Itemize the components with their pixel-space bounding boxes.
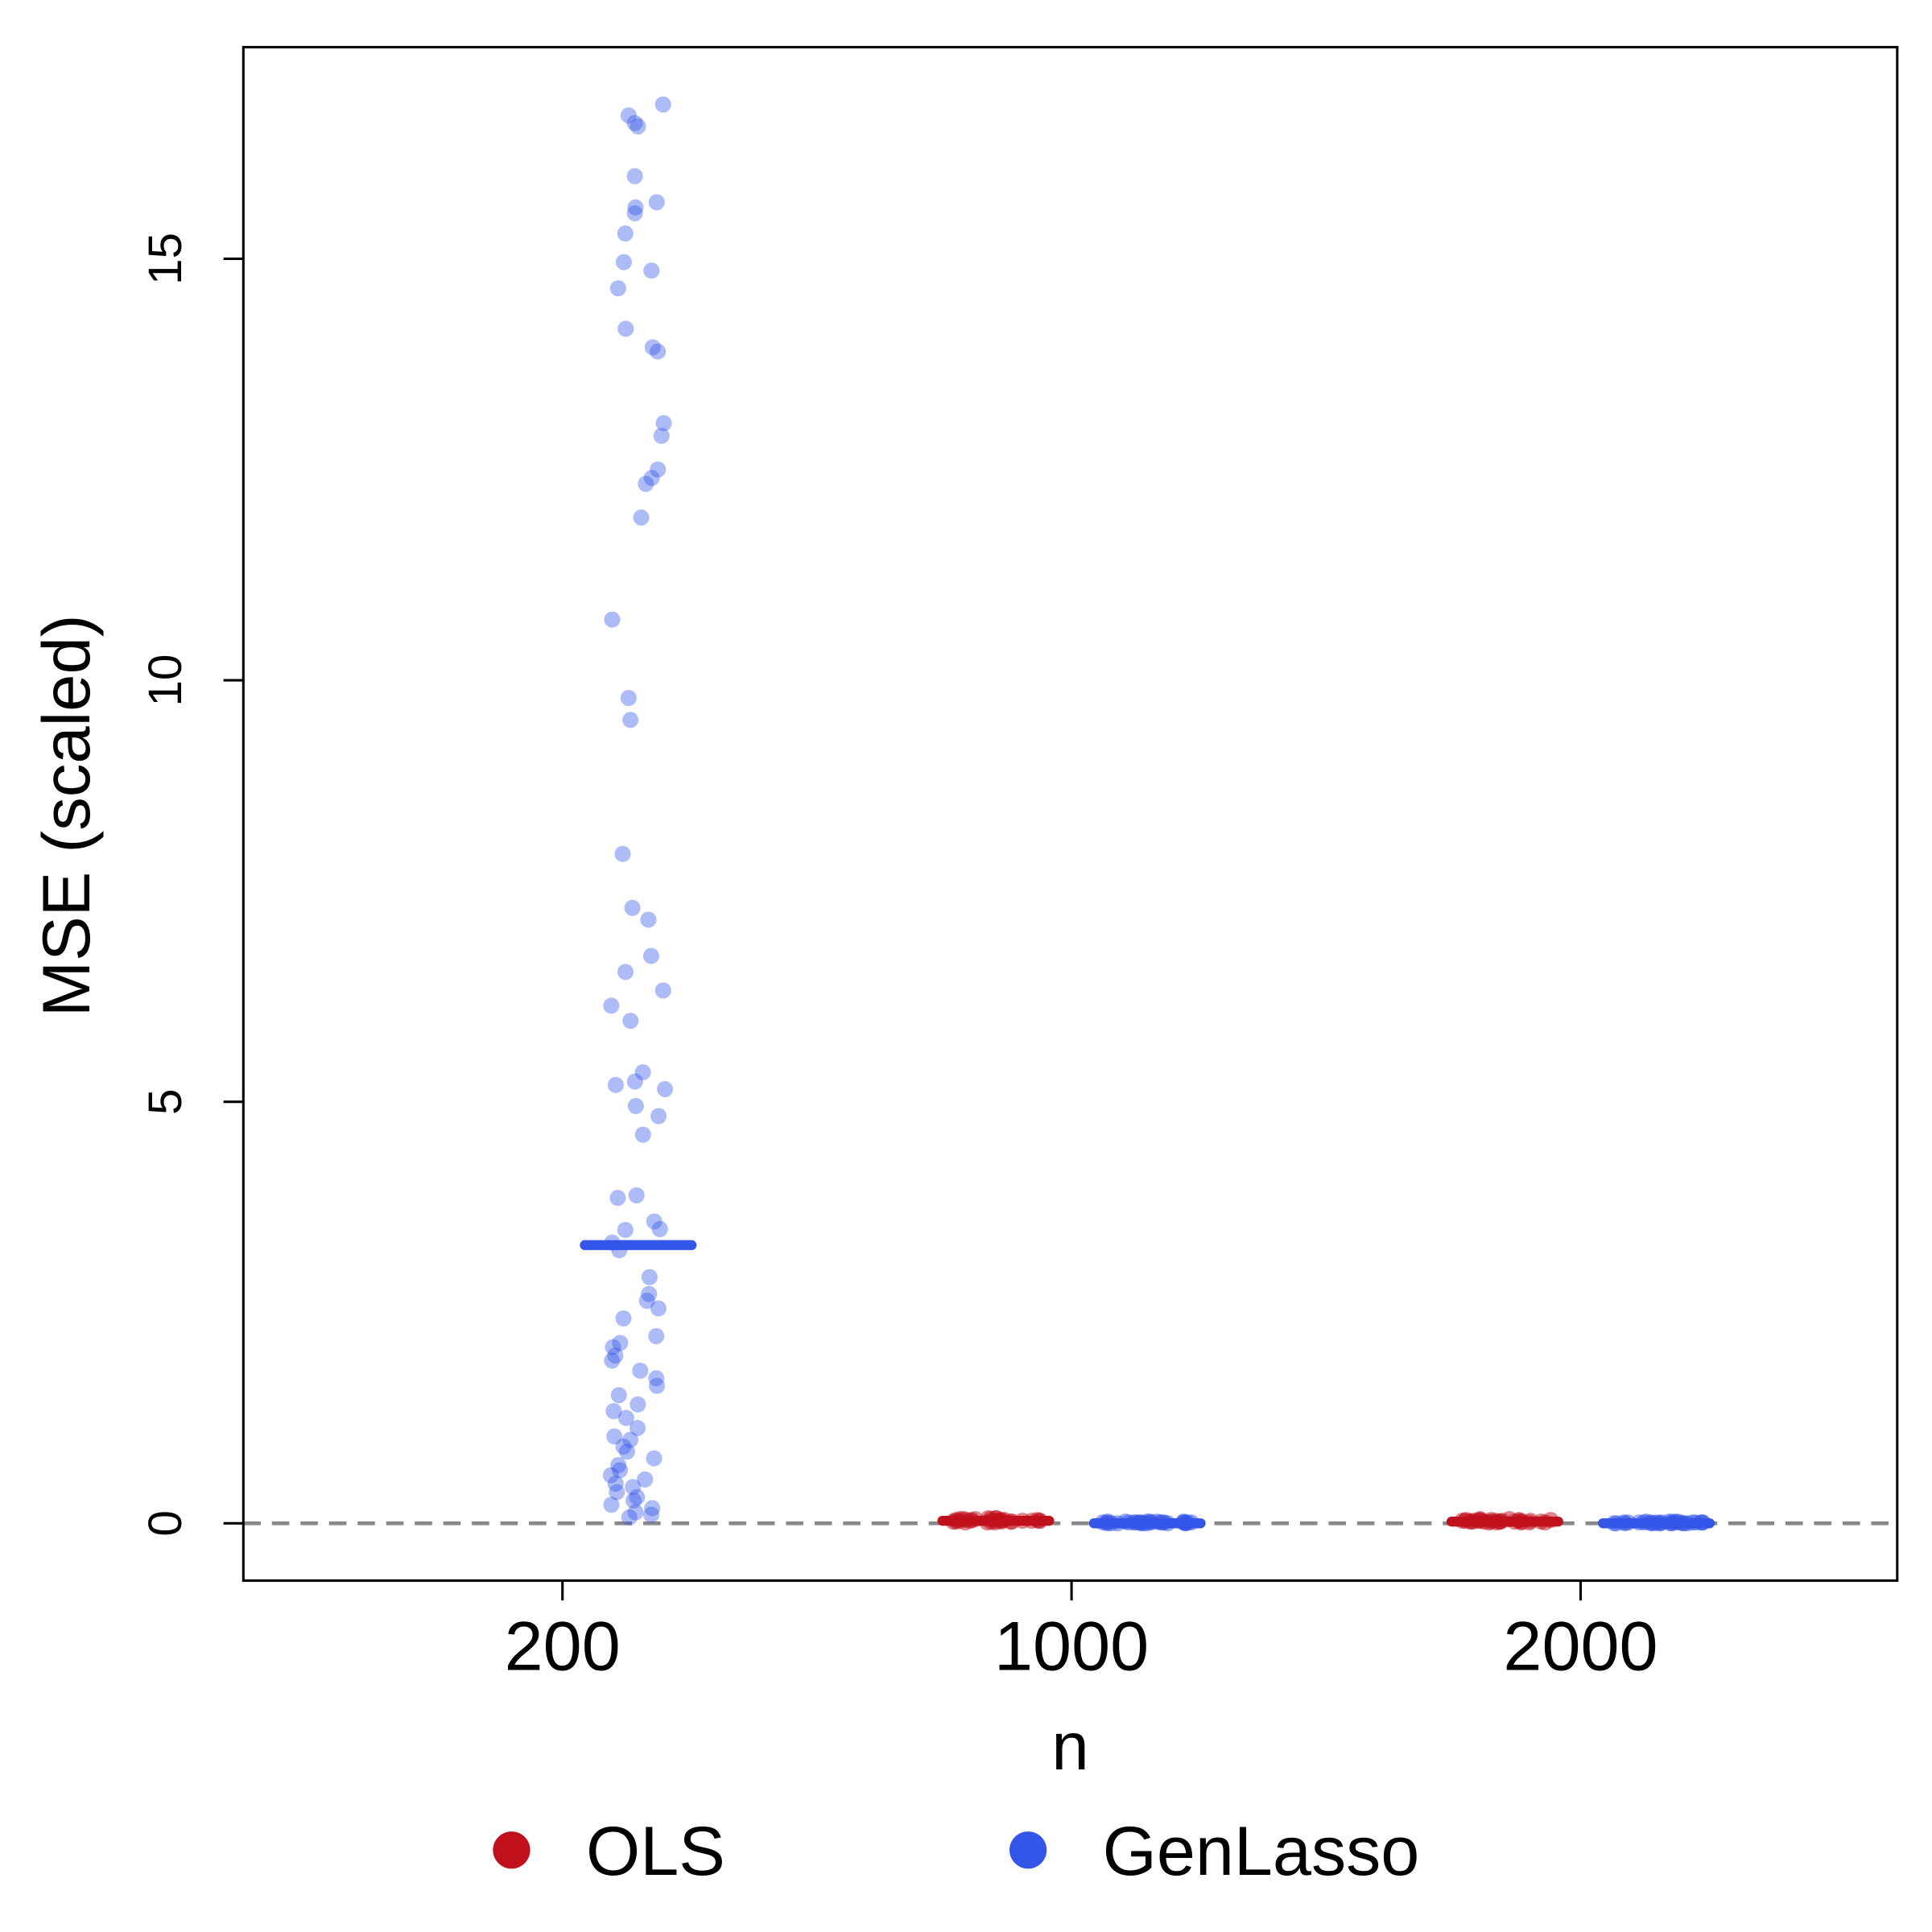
data-point — [617, 320, 634, 337]
data-point — [614, 845, 631, 862]
data-point — [612, 1462, 629, 1479]
data-point — [610, 1387, 627, 1404]
y-tick-label: 15 — [139, 233, 192, 285]
data-point — [642, 1506, 660, 1523]
data-point — [603, 997, 620, 1014]
data-point — [621, 1431, 639, 1448]
data-point — [606, 1428, 623, 1445]
data-point — [622, 1013, 639, 1030]
data-point — [648, 1327, 665, 1344]
data-point — [617, 964, 634, 980]
data-point — [612, 1335, 629, 1352]
y-tick-label: 0 — [139, 1510, 192, 1537]
data-point — [653, 427, 670, 444]
data-point — [625, 1492, 642, 1509]
data-point — [637, 1471, 654, 1488]
data-point — [615, 1310, 632, 1327]
data-point — [618, 1443, 635, 1460]
data-point — [604, 611, 621, 628]
x-tick-label: 1000 — [994, 1608, 1149, 1686]
data-point — [607, 1476, 624, 1492]
data-point — [654, 982, 671, 999]
data-point — [646, 1450, 663, 1467]
data-point — [627, 1097, 644, 1114]
data-point — [650, 461, 667, 478]
data-point — [626, 167, 643, 184]
data-point — [615, 254, 632, 270]
data-point — [609, 280, 626, 297]
legend-marker — [1009, 1831, 1047, 1869]
data-point — [609, 1190, 626, 1207]
data-point — [644, 339, 661, 356]
data-point — [641, 1269, 658, 1286]
data-point — [633, 509, 650, 526]
data-point — [609, 1484, 625, 1501]
x-tick-label: 200 — [505, 1608, 621, 1686]
data-point — [643, 469, 660, 486]
data-point — [634, 1063, 651, 1081]
x-axis-label: n — [1051, 1709, 1088, 1784]
y-tick-label: 5 — [139, 1088, 192, 1115]
data-point — [649, 1377, 666, 1394]
data-point — [617, 1221, 634, 1238]
data-point — [625, 1479, 642, 1496]
data-point — [622, 712, 639, 729]
data-point — [641, 1286, 658, 1302]
data-point — [620, 690, 637, 707]
data-point — [650, 1300, 667, 1317]
data-point — [646, 1213, 663, 1230]
data-point — [651, 1220, 668, 1237]
data-point — [642, 947, 659, 964]
data-point — [632, 1362, 649, 1379]
data-point — [627, 1504, 644, 1521]
data-point — [627, 199, 644, 216]
data-point — [628, 1187, 645, 1203]
data-point — [629, 1419, 646, 1436]
data-point — [644, 1500, 661, 1517]
legend-label: OLS — [586, 1813, 725, 1890]
data-point — [630, 1396, 646, 1413]
data-point — [617, 1410, 634, 1426]
data-point — [615, 1438, 632, 1455]
data-point — [603, 1496, 620, 1513]
data-point — [626, 204, 643, 221]
data-point — [605, 1339, 621, 1356]
data-point — [650, 343, 667, 360]
y-axis-label: MSE (scaled) — [29, 614, 104, 1017]
data-point — [630, 118, 646, 135]
data-point — [655, 415, 672, 431]
data-point — [654, 96, 671, 113]
data-point — [634, 1126, 651, 1143]
data-point — [657, 1080, 674, 1097]
data-point — [621, 1509, 638, 1525]
data-point — [638, 1292, 655, 1309]
data-point — [629, 1488, 646, 1505]
data-point — [604, 1352, 621, 1369]
data-point — [620, 107, 637, 124]
data-point — [650, 1108, 667, 1125]
data-point — [638, 476, 654, 493]
data-point — [626, 1073, 643, 1090]
data-point — [605, 1402, 622, 1420]
data-point — [617, 225, 634, 242]
y-tick-label: 10 — [139, 654, 192, 706]
data-point — [626, 114, 643, 131]
plot-frame — [242, 46, 1899, 1583]
legend-marker — [493, 1831, 530, 1869]
data-point — [640, 911, 657, 928]
data-point — [648, 194, 665, 211]
data-point — [624, 899, 641, 916]
data-point — [607, 1347, 624, 1364]
data-point — [607, 1076, 624, 1093]
x-tick-label: 2000 — [1503, 1608, 1657, 1686]
legend-label: GenLasso — [1103, 1813, 1420, 1890]
data-point — [602, 1467, 619, 1484]
data-point — [643, 262, 660, 279]
data-point — [648, 1370, 665, 1387]
data-point — [610, 1457, 627, 1474]
